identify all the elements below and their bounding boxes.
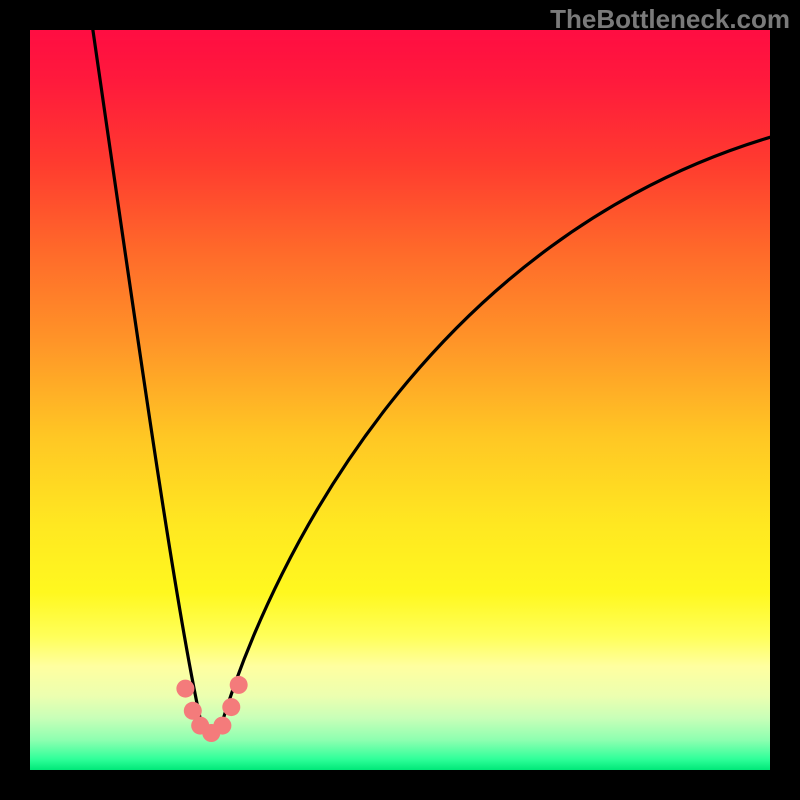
curve-marker [176,680,194,698]
curve-markers [176,676,247,742]
watermark-text: TheBottleneck.com [550,4,790,35]
curve-marker [222,698,240,716]
curve-marker [213,717,231,735]
bottleneck-curve-svg [0,0,800,800]
bottleneck-curve [93,30,770,731]
curve-marker [230,676,248,694]
